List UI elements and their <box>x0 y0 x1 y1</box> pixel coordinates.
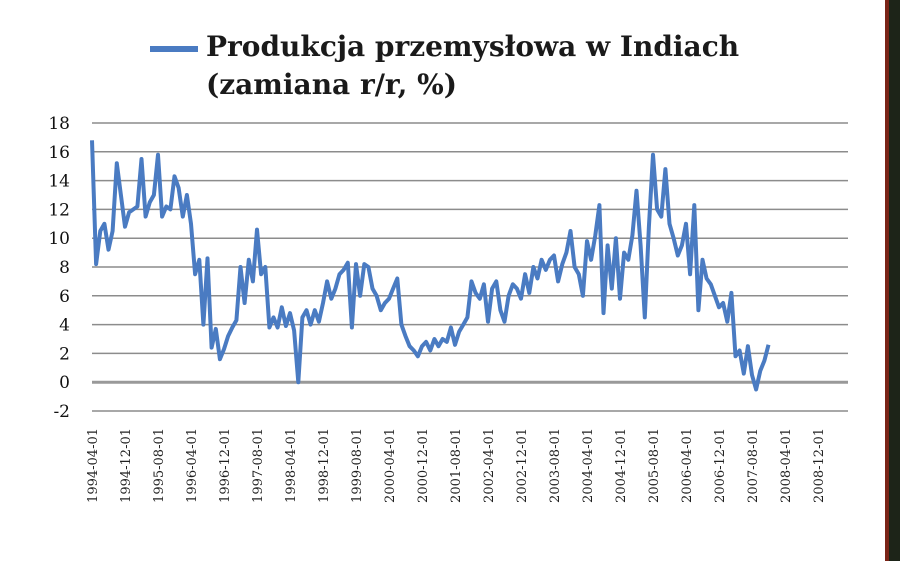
x-tick-label: 1997-08-01 <box>251 428 266 503</box>
series-line <box>90 140 771 392</box>
x-tick-label: 2002-04-01 <box>482 428 497 503</box>
x-tick-label: 2008-12-01 <box>812 428 827 503</box>
series <box>90 140 771 392</box>
x-tick-label: 2008-04-01 <box>779 428 794 503</box>
x-axis: 1994-04-01 1994-12-01 1995-08-01 1996-04-01… <box>86 428 827 503</box>
y-tick-label: 2 <box>59 344 70 364</box>
legend-label-line2: (zamiana r/r, %) <box>206 68 457 101</box>
y-tick-label: 4 <box>59 316 70 336</box>
x-tick-label: 1994-04-01 <box>86 428 101 503</box>
legend-label-line1: Produkcja przemysłowa w Indiach <box>206 30 740 63</box>
x-tick-label: 1995-08-01 <box>152 428 167 503</box>
y-tick-label: 10 <box>48 229 70 249</box>
y-tick-label: 16 <box>48 143 70 163</box>
y-tick-label: 14 <box>48 172 70 192</box>
x-tick-label: 1998-04-01 <box>284 428 299 503</box>
x-tick-label: 1996-04-01 <box>185 428 200 503</box>
y-tick-label: 8 <box>59 258 70 278</box>
x-tick-label: 2000-04-01 <box>383 428 398 503</box>
x-tick-label: 2006-12-01 <box>713 428 728 503</box>
x-tick-label: 2006-04-01 <box>680 428 695 503</box>
x-tick-label: 1996-12-01 <box>218 428 233 503</box>
y-tick-label: 6 <box>59 287 70 307</box>
x-tick-label: 2002-12-01 <box>515 428 530 503</box>
x-tick-label: 2004-04-01 <box>581 428 596 503</box>
y-tick-label: 12 <box>48 200 70 220</box>
x-tick-label: 2005-08-01 <box>647 428 662 503</box>
x-tick-label: 1998-12-01 <box>317 428 332 503</box>
legend-swatch <box>150 46 198 52</box>
right-border-accent <box>885 0 889 561</box>
y-axis: 18 16 14 12 10 8 6 4 2 0 -2 <box>48 114 70 422</box>
x-tick-label: 2004-12-01 <box>614 428 629 503</box>
x-tick-label: 1994-12-01 <box>119 428 134 503</box>
x-tick-label: 1999-08-01 <box>350 428 365 503</box>
x-tick-label: 2001-08-01 <box>449 428 464 503</box>
y-tick-label: 18 <box>48 114 70 134</box>
y-tick-label: -2 <box>53 402 70 422</box>
x-tick-label: 2000-12-01 <box>416 428 431 503</box>
x-tick-label: 2007-08-01 <box>746 428 761 503</box>
legend: Produkcja przemysłowa w Indiach (zamiana… <box>150 28 840 104</box>
y-tick-label: 0 <box>59 373 70 393</box>
x-tick-label: 2003-08-01 <box>548 428 563 503</box>
